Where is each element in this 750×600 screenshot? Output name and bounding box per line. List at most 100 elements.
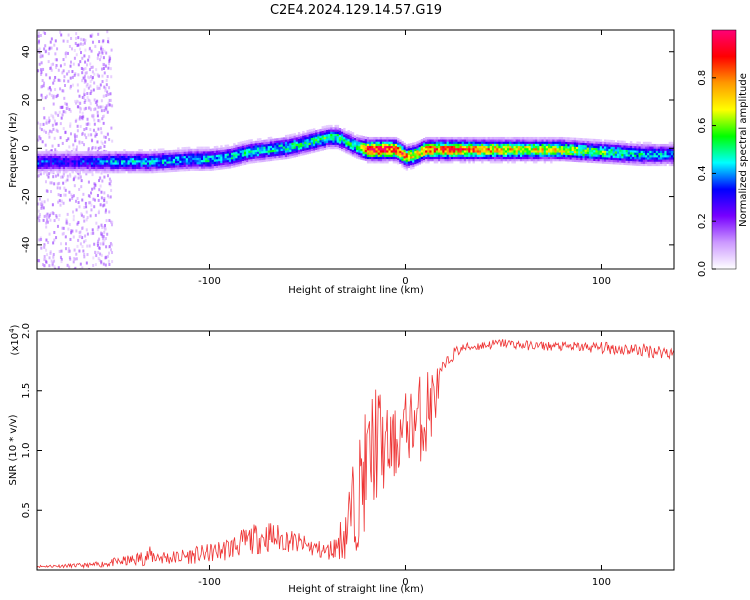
heatmap-cell	[463, 136, 467, 140]
heatmap-cell	[80, 155, 83, 159]
heatmap-cell	[304, 134, 307, 138]
heatmap-cell	[97, 170, 100, 174]
heatmap-cell	[412, 159, 415, 163]
heatmap-cell	[375, 143, 378, 147]
heatmap-cell	[662, 163, 665, 167]
heatmap-cell	[69, 164, 72, 167]
heatmap-cell	[653, 154, 657, 158]
heatmap-noise-cell	[52, 255, 55, 259]
heatmap-noise-cell	[66, 51, 69, 55]
heatmap-cell	[369, 156, 372, 160]
heatmap-cell	[494, 145, 497, 149]
heatmap-cell	[73, 164, 77, 167]
heatmap-noise-cell	[48, 116, 51, 120]
heatmap-cell	[170, 169, 174, 173]
heatmap-cell	[129, 159, 133, 163]
heatmap-cell	[192, 163, 195, 167]
heatmap-cell	[388, 154, 391, 157]
heatmap-cell	[265, 145, 268, 149]
snr-exponent-label: (x104)	[8, 324, 21, 355]
heatmap-cell	[340, 137, 344, 141]
heatmap-noise-cell	[111, 243, 114, 247]
heatmap-cell	[39, 170, 42, 174]
heatmap-cell	[60, 159, 64, 163]
heatmap-cell	[524, 139, 527, 142]
heatmap-cell	[487, 141, 491, 144]
heatmap-cell	[472, 156, 475, 160]
heatmap-cell	[547, 147, 551, 151]
heatmap-cell	[485, 136, 488, 140]
heatmap-cell	[39, 164, 42, 167]
heatmap-noise-cell	[100, 109, 103, 113]
heatmap-cell	[547, 154, 551, 157]
heatmap-cell	[293, 139, 296, 143]
heatmap-noise-cell	[39, 172, 42, 176]
heatmap-cell	[401, 165, 404, 168]
heatmap-cell	[239, 148, 243, 151]
heatmap-noise-cell	[65, 219, 68, 223]
heatmap-cell	[123, 157, 126, 161]
heatmap-noise-cell	[66, 72, 69, 76]
heatmap-noise-cell	[75, 53, 78, 57]
heatmap-cell	[657, 150, 661, 154]
heatmap-noise-cell	[104, 89, 107, 93]
heatmap-cell	[554, 136, 557, 140]
heatmap-cell	[416, 141, 419, 144]
heatmap-cell	[614, 155, 618, 158]
heatmap-cell	[192, 155, 195, 158]
heatmap-noise-cell	[94, 107, 97, 111]
heatmap-cell	[543, 145, 547, 149]
heatmap-cell	[276, 148, 279, 152]
heatmap-cell	[644, 150, 648, 154]
heatmap-cell	[502, 154, 506, 157]
heatmap-cell	[666, 146, 669, 149]
heatmap-cell	[215, 163, 219, 166]
heatmap-cell	[621, 151, 624, 155]
heatmap-cell	[233, 160, 236, 164]
heatmap-cell	[261, 159, 264, 163]
heatmap-noise-cell	[52, 102, 55, 106]
heatmap-cell	[593, 156, 596, 159]
heatmap-cell	[660, 152, 663, 156]
heatmap-cell	[550, 141, 553, 144]
heatmap-cell	[293, 146, 296, 149]
heatmap-cell	[220, 167, 223, 170]
heatmap-cell	[513, 147, 516, 151]
heatmap-cell	[509, 141, 512, 144]
heatmap-noise-cell	[57, 193, 60, 197]
heatmap-cell	[162, 157, 165, 160]
heatmap-cell	[407, 156, 411, 160]
heatmap-cell	[632, 154, 635, 157]
heatmap-cell	[547, 143, 551, 147]
heatmap-cell	[276, 157, 279, 161]
heatmap-cell	[567, 141, 570, 145]
heatmap-cell	[95, 164, 98, 167]
heatmap-cell	[256, 153, 260, 157]
heatmap-cell	[362, 138, 365, 141]
heatmap-cell	[114, 153, 118, 156]
heatmap-cell	[289, 149, 292, 153]
heatmap-cell	[84, 153, 87, 156]
heatmap-cell	[619, 162, 622, 165]
heatmap-cell	[642, 143, 646, 147]
heatmap-noise-cell	[83, 100, 86, 104]
heatmap-noise-cell	[64, 235, 67, 239]
heatmap-cell	[655, 148, 659, 151]
heatmap-cell	[138, 162, 141, 165]
heatmap-cell	[297, 134, 301, 137]
heatmap-cell	[220, 156, 223, 159]
heatmap-cell	[80, 168, 83, 172]
heatmap-cell	[235, 157, 238, 161]
heatmap-noise-cell	[54, 75, 57, 79]
heatmap-cell	[164, 163, 167, 166]
heatmap-cell	[595, 149, 598, 153]
heatmap-cell	[293, 152, 296, 156]
heatmap-cell	[276, 142, 279, 146]
heatmap-noise-cell	[109, 248, 112, 252]
heatmap-cell	[58, 168, 61, 172]
heatmap-cell	[571, 157, 575, 160]
heatmap-cell	[606, 157, 609, 160]
heatmap-cell	[45, 155, 49, 159]
heatmap-cell	[151, 151, 154, 154]
heatmap-cell	[500, 158, 503, 162]
